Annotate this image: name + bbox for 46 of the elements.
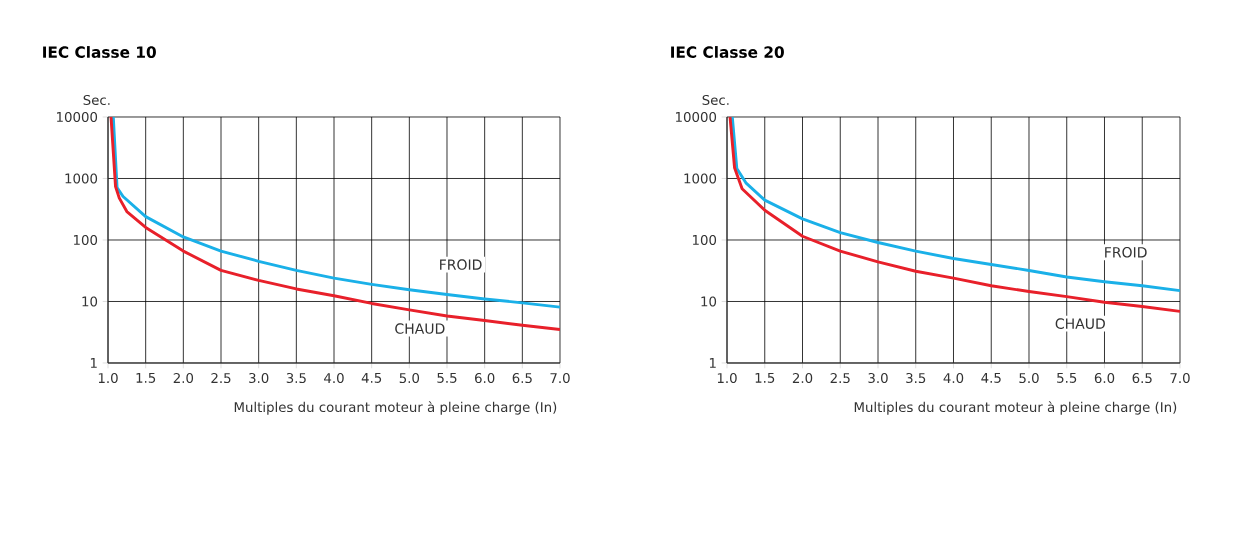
x-tick-label: 3.5	[906, 372, 926, 384]
chart-title: IEC Classe 10	[43, 46, 156, 58]
x-tick-label: 7.0	[550, 372, 570, 384]
x-tick-label: 2.0	[792, 372, 813, 384]
x-tick-label: 1.0	[98, 372, 118, 384]
x-tick-label: 6.5	[512, 372, 532, 384]
x-tick-label: 5.5	[1057, 373, 1077, 383]
y-tick-label: 100	[73, 234, 98, 246]
y-tick-label: 10	[701, 296, 717, 307]
x-tick-label: 4.5	[361, 373, 382, 383]
series-label: CHAUD	[395, 323, 445, 334]
x-tick-label: 1.5	[136, 373, 156, 383]
x-tick-label: 4.0	[324, 372, 344, 384]
x-tick-label: 1.5	[755, 373, 775, 383]
x-tick-label: 2.5	[830, 372, 850, 384]
y-tick-label: 1000	[684, 173, 717, 184]
x-tick-label: 4.5	[981, 373, 1001, 383]
y-tick-label: 100	[692, 234, 717, 246]
y-tick-label: 10000	[676, 111, 717, 123]
x-axis-title: Multiples du courant moteur à pleine charge (In)	[234, 401, 557, 415]
x-axis-title: Multiples du courant moteur à pleine charge (In)	[854, 401, 1177, 415]
x-tick-label: 6.5	[1132, 372, 1152, 384]
x-tick-label: 6.0	[475, 372, 495, 384]
y-tick-label: 1000	[65, 173, 98, 184]
x-tick-label: 2.5	[211, 372, 231, 384]
y-tick-label: 1	[90, 358, 97, 368]
y-axis-title: Sec.	[83, 94, 110, 106]
x-tick-label: 2.0	[173, 372, 194, 384]
x-tick-label: 5.0	[1019, 372, 1039, 384]
series-label: CHAUD	[1055, 318, 1105, 329]
x-tick-label: 4.0	[943, 372, 964, 384]
x-tick-label: 3.5	[286, 372, 306, 384]
x-tick-label: 7.0	[1170, 372, 1190, 384]
series-label: FROID	[1105, 246, 1147, 258]
x-tick-label: 3.0	[249, 372, 269, 384]
x-tick-label: 3.0	[868, 372, 888, 384]
x-tick-label: 6.0	[1094, 372, 1115, 384]
x-tick-label: 5.0	[399, 372, 420, 384]
y-axis-title: Sec.	[702, 94, 729, 106]
y-tick-label: 10000	[57, 111, 98, 123]
y-tick-label: 10	[82, 296, 98, 307]
x-tick-label: 5.5	[437, 373, 457, 383]
y-tick-label: 1	[709, 358, 716, 368]
x-tick-label: 1.0	[717, 372, 737, 384]
chart-title: IEC Classe 20	[671, 46, 784, 58]
series-label: FROID	[440, 259, 482, 270]
